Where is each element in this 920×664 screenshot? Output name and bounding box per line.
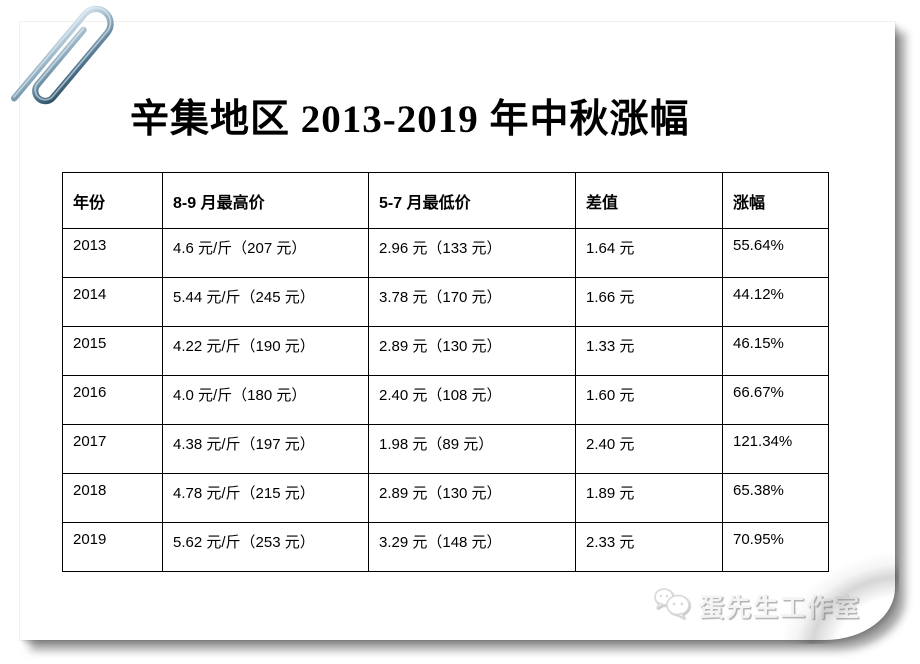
table-cell: 4.38 元/斤（197 元）: [162, 424, 369, 474]
table-cell: 5.44 元/斤（245 元）: [162, 277, 369, 327]
table-cell: 46.15%: [722, 326, 829, 376]
table-row: 2014 5.44 元/斤（245 元） 3.78 元（170 元） 1.66 元 44…: [62, 277, 829, 327]
table-row: 2013 4.6 元/斤（207 元） 2.96 元（133 元） 1.64 元 55.…: [62, 228, 829, 278]
table-row: 2016 4.0 元/斤（180 元） 2.40 元（108 元） 1.60 元 66.…: [62, 375, 829, 425]
page-title: 辛集地区 2013-2019 年中秋涨幅: [130, 98, 690, 141]
table-row: 2018 4.78 元/斤（215 元） 2.89 元（130 元） 1.89 元 65…: [62, 473, 829, 523]
table-cell: 66.67%: [722, 375, 829, 425]
table-cell: 4.78 元/斤（215 元）: [162, 473, 369, 523]
table-cell: 1.66 元: [575, 277, 723, 327]
table-cell: 44.12%: [722, 277, 829, 327]
table-cell: 2014: [62, 277, 163, 327]
table-cell: 1.60 元: [575, 375, 723, 425]
table-cell: 2.40 元: [575, 424, 723, 474]
paper-sheet: 辛集地区 2013-2019 年中秋涨幅 年份 8-9 月最高价 5-7 月最低价差…: [20, 22, 899, 644]
table-cell: 2.96 元（133 元）: [368, 228, 576, 278]
table-cell: 3.29 元（148 元）: [368, 522, 576, 572]
table-header-cell: 年份: [62, 172, 163, 229]
table-cell: 121.34%: [722, 424, 829, 474]
table-cell: 2016: [62, 375, 163, 425]
table-cell: 3.78 元（170 元）: [368, 277, 576, 327]
table-cell: 1.89 元: [575, 473, 723, 523]
table-cell: 1.64 元: [575, 228, 723, 278]
table-cell: 1.98 元（89 元）: [368, 424, 576, 474]
table-header-cell: 差值: [575, 172, 723, 229]
table-cell: 4.22 元/斤（190 元）: [162, 326, 369, 376]
table-cell: 2.33 元: [575, 522, 723, 572]
table-cell: 2.40 元（108 元）: [368, 375, 576, 425]
table-row: 2019 5.62 元/斤（253 元） 3.29 元（148 元） 2.33 元 70…: [62, 522, 829, 572]
table-cell: 2017: [62, 424, 163, 474]
table-cell: 1.33 元: [575, 326, 723, 376]
table-cell: 2018: [62, 473, 163, 523]
table-cell: 2.89 元（130 元）: [368, 473, 576, 523]
table-header-cell: 涨幅: [722, 172, 829, 229]
table-header-row: 年份 8-9 月最高价 5-7 月最低价 差值 涨幅: [62, 172, 829, 229]
table-cell: 2.89 元（130 元）: [368, 326, 576, 376]
table-header-cell: 5-7 月最低价: [368, 172, 576, 229]
table-cell: 4.6 元/斤（207 元）: [162, 228, 369, 278]
table-cell: 5.62 元/斤（253 元）: [162, 522, 369, 572]
table-header-cell: 8-9 月最高价: [162, 172, 369, 229]
watermark: 蛋先生工作室: [653, 587, 861, 624]
wechat-icon: [653, 587, 691, 624]
table-cell: 65.38%: [722, 473, 829, 523]
table-cell: 55.64%: [722, 228, 829, 278]
table-cell: 4.0 元/斤（180 元）: [162, 375, 369, 425]
paperclip-icon: [0, 0, 135, 136]
table-cell: 70.95%: [722, 522, 829, 572]
table-cell: 2019: [62, 522, 163, 572]
table-body: 2013 4.6 元/斤（207 元） 2.96 元（133 元） 1.64 元 55.…: [62, 228, 829, 572]
table-row: 2017 4.38 元/斤（197 元） 1.98 元（89 元） 2.40 元 121…: [62, 424, 829, 474]
table-cell: 2013: [62, 228, 163, 278]
table-cell: 2015: [62, 326, 163, 376]
watermark-label: 蛋先生工作室: [698, 593, 861, 622]
table-row: 2015 4.22 元/斤（190 元） 2.89 元（130 元） 1.33 元 46…: [62, 326, 829, 376]
price-table: 年份 8-9 月最高价 5-7 月最低价 差值 涨幅 2013 4.6 元/斤（207 元…: [62, 172, 829, 572]
